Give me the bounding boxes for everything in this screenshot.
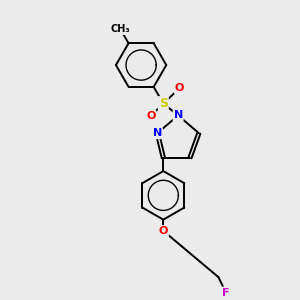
Text: O: O — [146, 111, 156, 121]
Text: N: N — [153, 128, 162, 138]
Text: CH₃: CH₃ — [111, 24, 130, 34]
Text: N: N — [173, 110, 183, 120]
Text: O: O — [175, 83, 184, 93]
Text: F: F — [222, 287, 230, 298]
Text: O: O — [159, 226, 168, 236]
Text: S: S — [159, 97, 168, 110]
